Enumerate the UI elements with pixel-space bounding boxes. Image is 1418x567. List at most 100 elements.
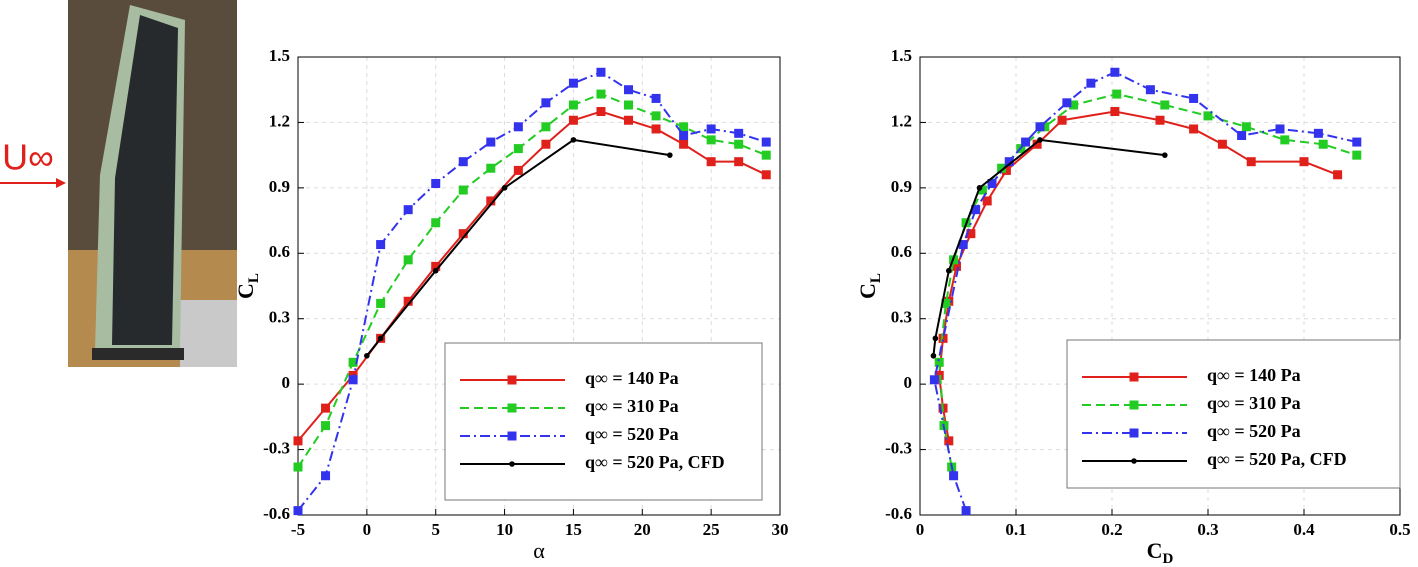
y-tick-label: 0 (282, 373, 291, 392)
marker (1021, 137, 1031, 147)
marker (486, 163, 496, 173)
series-line (366, 138, 670, 357)
marker (706, 157, 716, 167)
marker (1237, 131, 1247, 141)
marker (679, 131, 689, 141)
legend-marker (507, 375, 517, 385)
marker (941, 298, 951, 308)
legend-label: q∞ = 520 Pa (585, 424, 679, 444)
marker (1155, 115, 1165, 125)
x-tick-label: 0.3 (1197, 520, 1218, 539)
marker (1241, 122, 1251, 132)
marker (541, 122, 551, 132)
marker (1189, 124, 1199, 134)
y-axis-label-sub: L (868, 273, 884, 283)
x-tick-label: 0.4 (1293, 520, 1315, 539)
marker (376, 298, 386, 308)
y-axis-label: CL (855, 273, 884, 299)
marker (929, 375, 939, 385)
legend-box (1066, 339, 1401, 489)
marker (513, 165, 523, 175)
marker (1069, 100, 1079, 110)
marker (377, 335, 384, 342)
marker (1275, 124, 1285, 134)
marker (734, 139, 744, 149)
x-tick-label: -5 (291, 520, 305, 539)
marker (1086, 78, 1096, 88)
y-axis-label-main: C (233, 283, 258, 299)
y-axis-label: CL (233, 273, 262, 299)
legend-marker (1129, 372, 1139, 382)
x-axis-label: α (533, 538, 545, 563)
marker (1110, 67, 1120, 77)
marker (977, 185, 987, 195)
marker (971, 205, 981, 215)
marker (1040, 122, 1050, 132)
marker (348, 375, 358, 385)
series-line (297, 71, 767, 512)
x-tick-label: 0 (363, 520, 372, 539)
x-tick-label: 0 (916, 520, 925, 539)
y-tick-label: 0.9 (269, 177, 290, 196)
marker (761, 137, 771, 147)
marker (321, 403, 331, 413)
marker (596, 107, 606, 117)
x-axis-label: CD (1147, 538, 1174, 567)
marker (987, 178, 997, 188)
marker (651, 111, 661, 121)
marker (976, 185, 983, 191)
series (364, 137, 673, 359)
marker (1189, 93, 1199, 103)
series (930, 137, 1168, 359)
x-tick-label: 0.2 (1101, 520, 1122, 539)
x-tick-label: 10 (496, 520, 513, 539)
y-tick-label: -0.6 (263, 504, 290, 523)
y-tick-label: 1.5 (269, 46, 290, 65)
legend-marker (509, 461, 515, 467)
marker (734, 157, 744, 167)
marker (1057, 115, 1067, 125)
legend-label: q∞ = 520 Pa, CFD (585, 452, 725, 472)
legend-label: q∞ = 310 Pa (1207, 393, 1301, 413)
marker (1004, 157, 1014, 167)
marker (570, 137, 577, 143)
marker (293, 462, 303, 472)
plot-frame (297, 56, 781, 516)
marker (966, 229, 976, 239)
marker (458, 185, 468, 195)
legend-marker (1129, 428, 1139, 438)
marker (541, 139, 551, 149)
marker (568, 78, 578, 88)
legend-label: q∞ = 140 Pa (1207, 365, 1301, 385)
marker (376, 240, 386, 250)
legend-marker (507, 403, 517, 413)
marker (403, 255, 413, 265)
series-line (938, 110, 1338, 442)
marker (934, 357, 944, 367)
marker (1352, 137, 1362, 147)
marker (997, 163, 1007, 173)
series-line (938, 93, 1358, 468)
marker (1313, 128, 1323, 138)
marker (932, 335, 939, 342)
marker (431, 178, 441, 188)
marker (679, 139, 689, 149)
y-tick-label: 1.5 (891, 46, 912, 65)
marker (951, 261, 961, 271)
marker (1217, 139, 1227, 149)
marker (501, 185, 508, 191)
marker (938, 333, 948, 343)
y-tick-label: 0.3 (891, 308, 912, 327)
series-line (297, 93, 767, 468)
plot-frame (919, 56, 1401, 516)
wing-photo (68, 0, 237, 367)
marker (761, 170, 771, 180)
flow-arrowhead (56, 178, 66, 188)
series-line (932, 138, 1165, 356)
legend-box (444, 342, 763, 501)
marker (961, 506, 971, 516)
marker (624, 115, 634, 125)
marker (1162, 152, 1168, 158)
marker (651, 124, 661, 134)
y-tick-label: 0.6 (891, 242, 912, 261)
